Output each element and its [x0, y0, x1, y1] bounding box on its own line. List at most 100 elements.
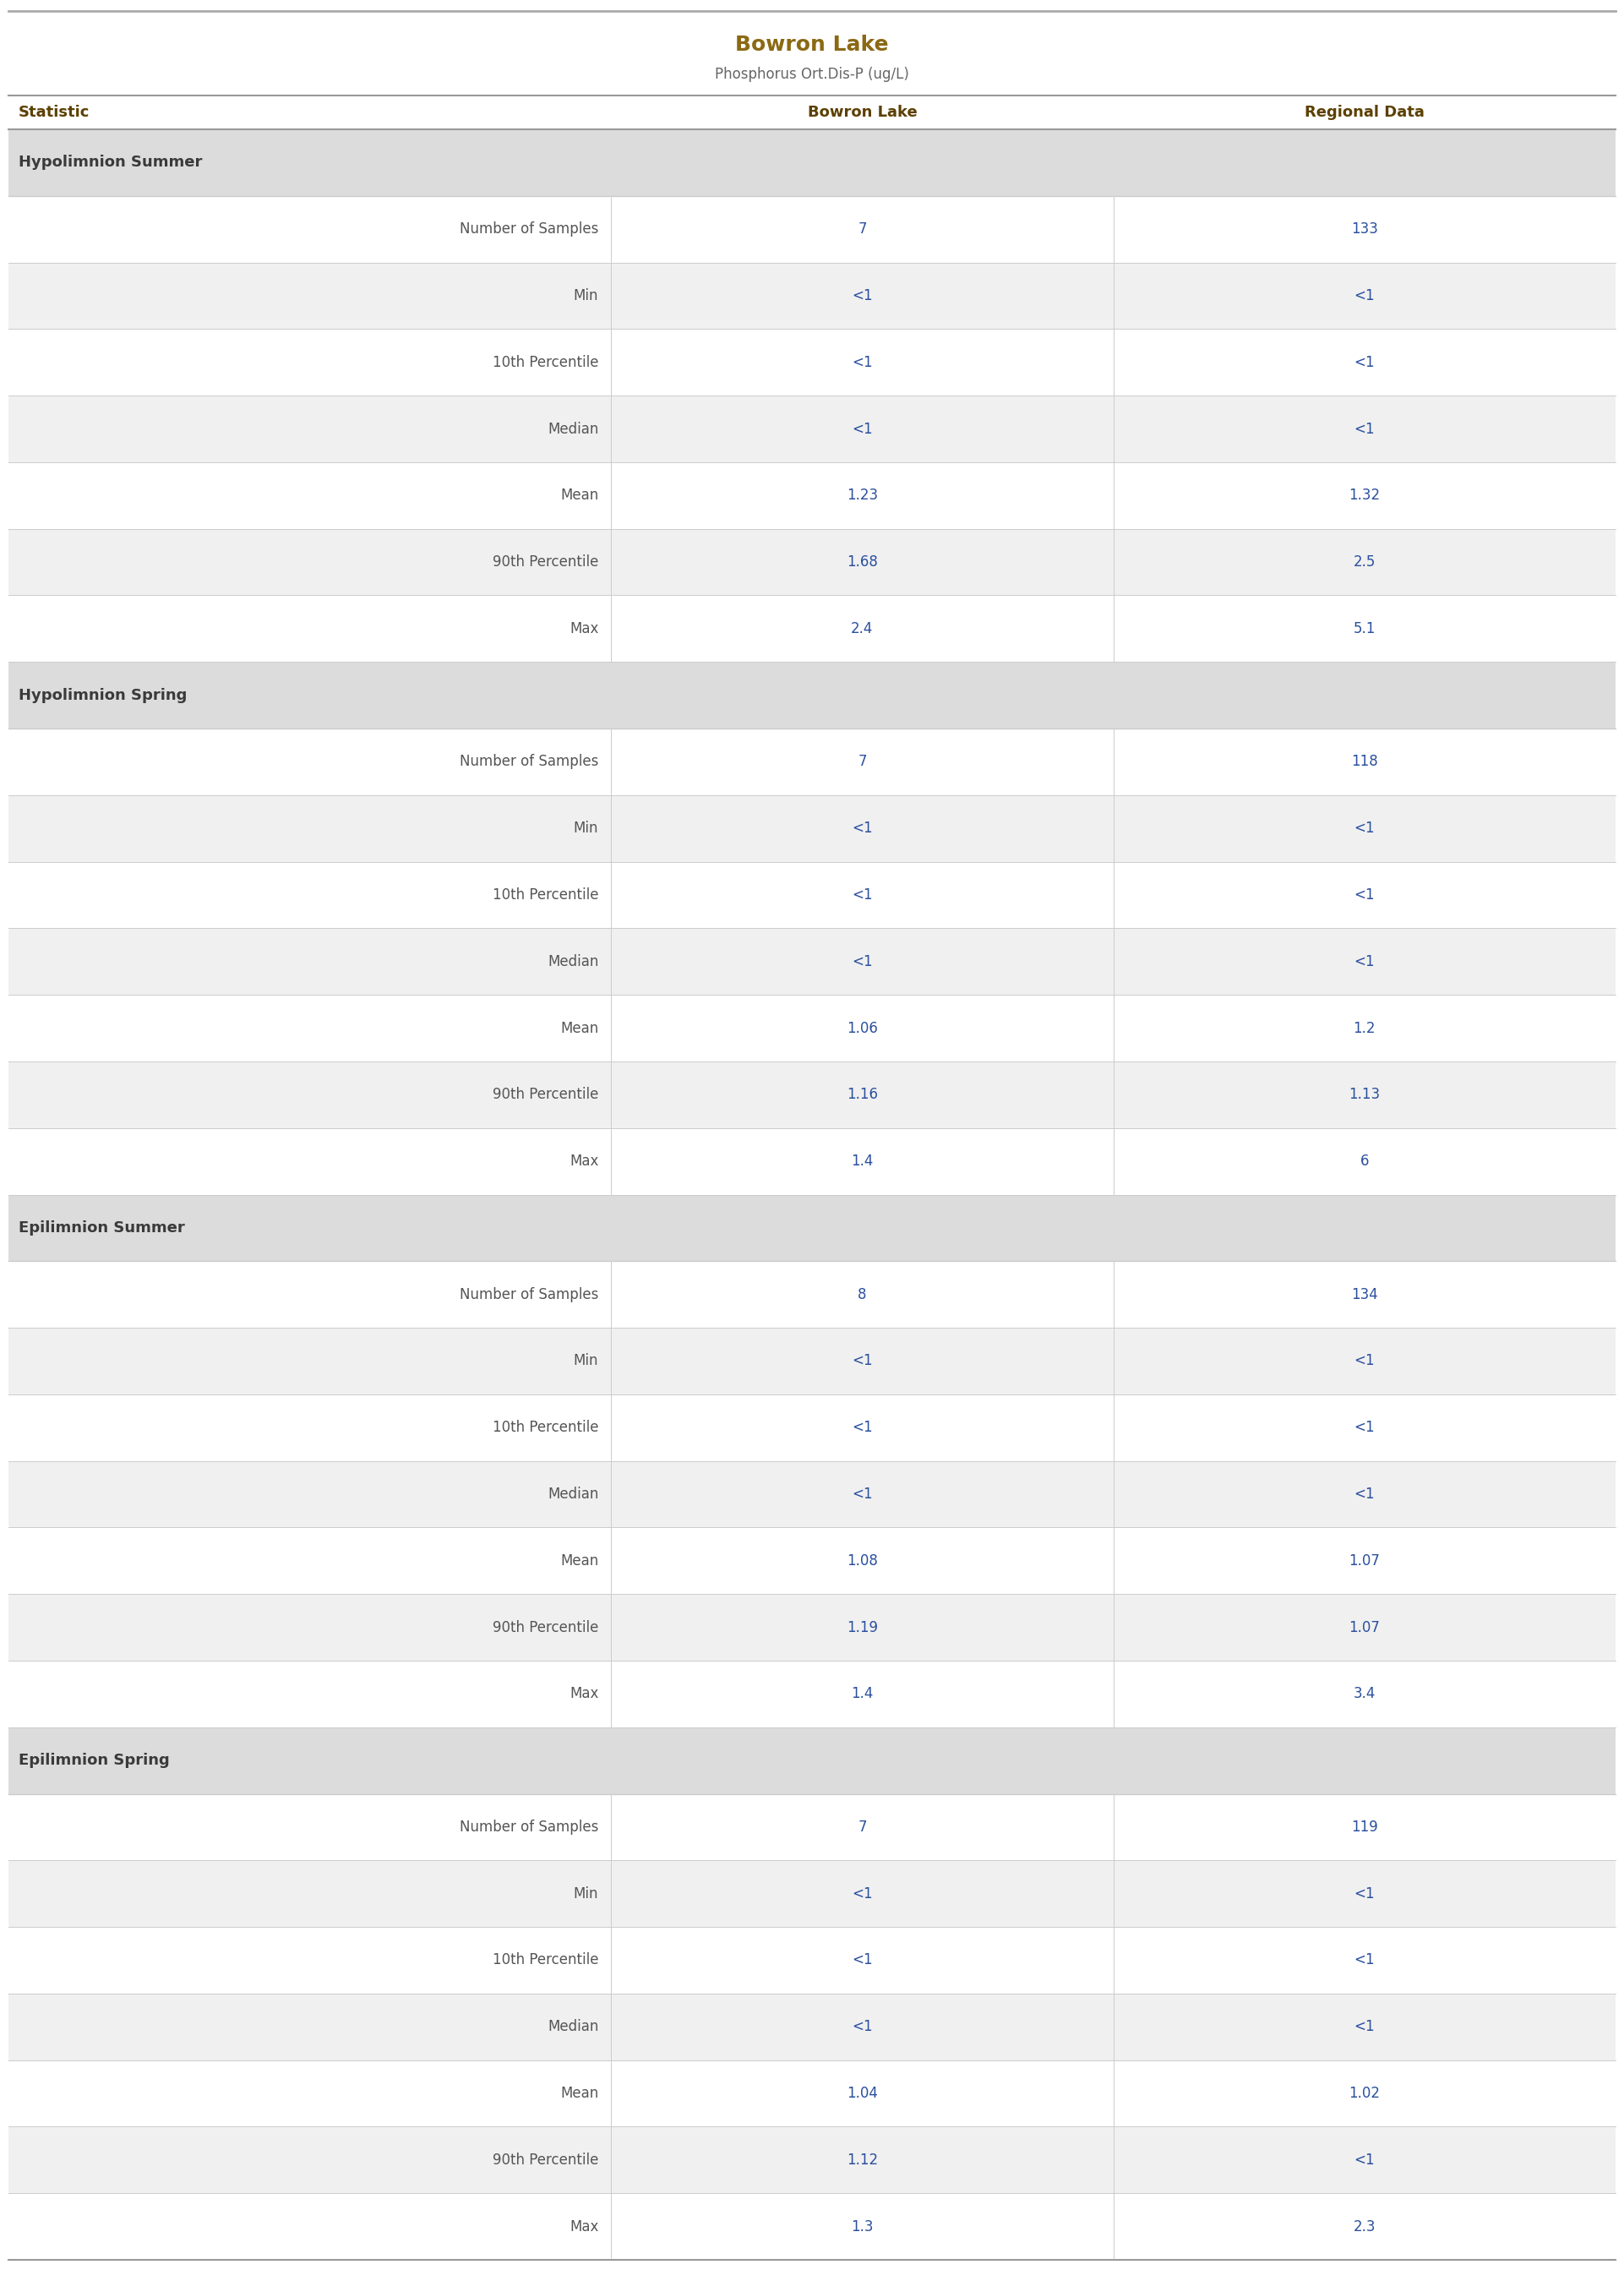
Text: 2.4: 2.4 — [851, 622, 874, 636]
Text: 3.4: 3.4 — [1353, 1687, 1376, 1702]
Bar — [8, 2193, 1616, 2261]
Text: Median: Median — [547, 1487, 598, 1503]
Text: <1: <1 — [1354, 288, 1376, 304]
Text: <1: <1 — [853, 1353, 872, 1369]
Text: <1: <1 — [1354, 1487, 1376, 1503]
Bar — [8, 1394, 1616, 1462]
Text: Number of Samples: Number of Samples — [460, 754, 598, 770]
Text: Median: Median — [547, 2020, 598, 2034]
Bar — [8, 463, 1616, 529]
Text: <1: <1 — [1354, 953, 1376, 969]
Text: 10th Percentile: 10th Percentile — [492, 888, 598, 903]
Text: 7: 7 — [857, 222, 867, 236]
Text: 7: 7 — [857, 1821, 867, 1834]
Text: 1.4: 1.4 — [851, 1687, 874, 1702]
Text: Epilimnion Summer: Epilimnion Summer — [18, 1221, 185, 1235]
Text: 1.12: 1.12 — [846, 2152, 879, 2168]
Bar — [8, 1062, 1616, 1128]
Text: Median: Median — [547, 422, 598, 436]
Text: <1: <1 — [1354, 2152, 1376, 2168]
Text: 133: 133 — [1351, 222, 1377, 236]
Text: Max: Max — [570, 1687, 598, 1702]
Bar — [8, 794, 1616, 863]
Bar — [8, 2061, 1616, 2127]
Text: 1.07: 1.07 — [1350, 1553, 1380, 1569]
Text: 1.32: 1.32 — [1350, 488, 1380, 504]
Text: <1: <1 — [1354, 2020, 1376, 2034]
Bar — [8, 994, 1616, 1062]
Text: Regional Data: Regional Data — [1304, 104, 1424, 120]
Text: 1.68: 1.68 — [846, 554, 879, 570]
Text: <1: <1 — [1354, 822, 1376, 835]
Text: Number of Samples: Number of Samples — [460, 222, 598, 236]
Text: 1.2: 1.2 — [1353, 1022, 1376, 1035]
Text: Epilimnion Spring: Epilimnion Spring — [18, 1752, 169, 1768]
Text: <1: <1 — [1354, 888, 1376, 903]
Text: Mean: Mean — [560, 1022, 598, 1035]
Text: 1.02: 1.02 — [1350, 2086, 1380, 2102]
Text: 90th Percentile: 90th Percentile — [492, 1621, 598, 1634]
Text: Bowron Lake: Bowron Lake — [807, 104, 918, 120]
Text: <1: <1 — [853, 354, 872, 370]
Text: 119: 119 — [1351, 1821, 1377, 1834]
Text: <1: <1 — [1354, 1952, 1376, 1968]
Bar — [8, 595, 1616, 663]
Text: 2.3: 2.3 — [1353, 2220, 1376, 2234]
Bar — [8, 729, 1616, 794]
Text: 1.16: 1.16 — [846, 1087, 879, 1103]
Text: 90th Percentile: 90th Percentile — [492, 554, 598, 570]
Bar — [8, 1194, 1616, 1262]
Text: Number of Samples: Number of Samples — [460, 1821, 598, 1834]
Text: <1: <1 — [853, 953, 872, 969]
Text: 10th Percentile: 10th Percentile — [492, 1952, 598, 1968]
Bar — [8, 1462, 1616, 1528]
Text: <1: <1 — [853, 1421, 872, 1435]
Text: <1: <1 — [853, 288, 872, 304]
Bar — [8, 195, 1616, 263]
Bar — [8, 663, 1616, 729]
Bar — [8, 129, 1616, 195]
Text: Hypolimnion Spring: Hypolimnion Spring — [18, 688, 187, 704]
Text: 2.5: 2.5 — [1353, 554, 1376, 570]
Text: 1.06: 1.06 — [846, 1022, 879, 1035]
Text: <1: <1 — [1354, 1353, 1376, 1369]
Bar — [8, 263, 1616, 329]
Text: 1.4: 1.4 — [851, 1153, 874, 1169]
Bar — [8, 529, 1616, 595]
Text: <1: <1 — [853, 1487, 872, 1503]
Text: Statistic: Statistic — [18, 104, 89, 120]
Text: 1.07: 1.07 — [1350, 1621, 1380, 1634]
Text: Bowron Lake: Bowron Lake — [736, 34, 888, 54]
Bar — [8, 1927, 1616, 1993]
Text: 1.19: 1.19 — [846, 1621, 879, 1634]
Bar — [8, 1128, 1616, 1194]
Text: <1: <1 — [1354, 1886, 1376, 1902]
Bar — [8, 1993, 1616, 2061]
Text: Phosphorus Ort.Dis-P (ug/L): Phosphorus Ort.Dis-P (ug/L) — [715, 66, 909, 82]
Text: <1: <1 — [853, 822, 872, 835]
Text: Mean: Mean — [560, 1553, 598, 1569]
Bar — [8, 863, 1616, 928]
Text: 90th Percentile: 90th Percentile — [492, 2152, 598, 2168]
Text: 5.1: 5.1 — [1353, 622, 1376, 636]
Bar — [8, 329, 1616, 395]
Text: Max: Max — [570, 1153, 598, 1169]
Bar — [8, 1594, 1616, 1662]
Text: 90th Percentile: 90th Percentile — [492, 1087, 598, 1103]
Text: 10th Percentile: 10th Percentile — [492, 354, 598, 370]
Text: 1.04: 1.04 — [846, 2086, 879, 2102]
Text: 10th Percentile: 10th Percentile — [492, 1421, 598, 1435]
Text: Max: Max — [570, 2220, 598, 2234]
Text: Min: Min — [573, 288, 598, 304]
Text: Mean: Mean — [560, 488, 598, 504]
Text: <1: <1 — [853, 888, 872, 903]
Text: <1: <1 — [853, 1886, 872, 1902]
Text: 1.08: 1.08 — [846, 1553, 879, 1569]
Bar — [8, 1861, 1616, 1927]
Text: <1: <1 — [853, 2020, 872, 2034]
Bar — [8, 1262, 1616, 1328]
Bar — [8, 395, 1616, 463]
Text: Min: Min — [573, 822, 598, 835]
Text: 6: 6 — [1359, 1153, 1369, 1169]
Text: 1.13: 1.13 — [1350, 1087, 1380, 1103]
